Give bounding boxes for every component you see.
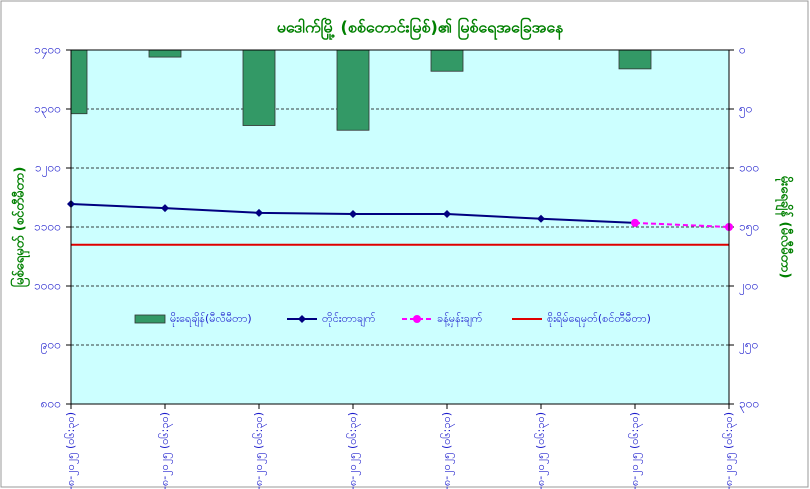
legend-label: ခန့်မှန်းချက် <box>437 312 483 327</box>
x-tick-label: ၆-၈-၂၀၂၅ (၀၆:၃၀) <box>346 412 361 489</box>
bar-series <box>71 50 652 131</box>
y-tick-label: ၁၃၀၀ <box>34 102 61 119</box>
y2-tick-label: ၁၀၀ <box>739 161 759 175</box>
point <box>255 208 263 217</box>
y2-tick-label: ၁၅၀ <box>739 220 759 237</box>
point <box>443 210 451 219</box>
x-tick-label: ၅-၈-၂၀၂၅ (၀၆:၃၀) <box>252 412 267 489</box>
legend-swatch <box>134 314 166 324</box>
y2-axis-title: မိုးရေချိန် (မီလီမီတာ) <box>775 176 795 279</box>
y-tick-label: ၁၄၀၀ <box>34 43 61 60</box>
y-tick-label: ၁၂၀၀ <box>35 161 61 178</box>
y2-tick-label: ၃၀၀ <box>739 397 759 414</box>
bar <box>336 50 370 131</box>
legend-label: စိုးရိမ်ရေမှတ်(စင်တီမီတာ) <box>547 312 651 327</box>
x-tick-label: ၁၀-၈-၂၀၂၅ (၀၆:၃၀) <box>722 412 737 489</box>
legend-marker <box>413 315 421 323</box>
y-tick-label: ၁၀၀၀ <box>34 279 61 293</box>
bar <box>242 50 276 126</box>
y2-tick-label: ၂၀၀ <box>739 279 758 296</box>
x-tick-label: ၃-၈-၂၀၂၅ (၀၆:၃၀) <box>64 412 79 489</box>
y2-tick-label: ၅၀ <box>739 102 753 119</box>
x-tick-label: ၈-၈-၂၀၂၅ (၀၆:၃၀) <box>534 412 549 489</box>
bar <box>148 50 182 58</box>
bar <box>618 50 652 70</box>
x-tick-label: ၄-၈-၂၀၂၅ (၀၆:၃၀) <box>158 412 173 489</box>
bar <box>71 50 88 115</box>
y-tick-label: ၈၀၀ <box>41 397 61 411</box>
plot-border <box>70 49 730 405</box>
legend-label: တိုင်းတာချက် <box>322 312 376 327</box>
point <box>537 214 545 223</box>
y2-tick-label: ၀ <box>739 43 746 57</box>
plot-area <box>71 50 729 404</box>
y2-tick-label: ၂၅၀ <box>739 338 758 355</box>
x-tick-label: ၉-၈-၂၀၂၅ (၀၆:၃၀) <box>628 412 643 489</box>
y-tick-label: ၉၀၀ <box>41 338 61 355</box>
point <box>161 204 169 213</box>
bar <box>430 50 464 72</box>
point <box>631 218 639 227</box>
x-tick-label: ၇-၈-၂၀၂၅ (၀၆:၃၀) <box>440 412 455 489</box>
y-tick-label: ၁၁၀၀ <box>34 220 61 234</box>
legend-marker <box>298 315 306 323</box>
point <box>349 210 357 219</box>
legend-label: မိုးရေချိန်(မီလီမီတာ) <box>170 312 252 327</box>
y-axis-title: မြစ်ရေမှတ် (စင်တီမီတာ) <box>10 167 31 288</box>
